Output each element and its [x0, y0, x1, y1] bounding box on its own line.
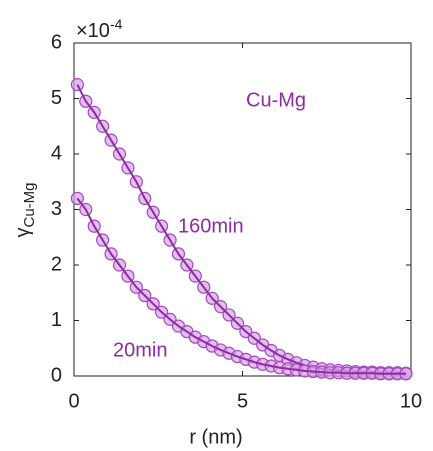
x-tick-label: 10 — [400, 390, 422, 412]
multiplier-exponent: -4 — [110, 16, 123, 32]
annotation: 20min — [113, 339, 167, 361]
y-tick-label: 0 — [51, 364, 62, 386]
y-tick-label: 5 — [51, 87, 62, 109]
y-tick-label: 3 — [51, 198, 62, 220]
multiplier-base: ×10 — [76, 20, 110, 42]
y-label-main: γ — [12, 228, 34, 238]
annotation: Cu-Mg — [246, 89, 306, 111]
series — [70, 191, 413, 381]
y-tick-label: 4 — [51, 142, 62, 164]
y-tick-label: 2 — [51, 253, 62, 275]
x-tick-label: 0 — [68, 390, 79, 412]
y-tick-label: 6 — [51, 31, 62, 53]
y-tick-label: 1 — [51, 309, 62, 331]
annotation: 160min — [178, 215, 244, 237]
x-axis-label: r (nm) — [189, 426, 242, 448]
y-multiplier: ×10-4 — [76, 16, 123, 43]
x-tick-label: 5 — [237, 390, 248, 412]
y-axis-label: γCu-Mg — [12, 182, 38, 237]
annotations: Cu-Mg 160min 20min — [113, 89, 306, 361]
y-label-sub: Cu-Mg — [21, 182, 38, 227]
fit-line — [76, 197, 406, 375]
